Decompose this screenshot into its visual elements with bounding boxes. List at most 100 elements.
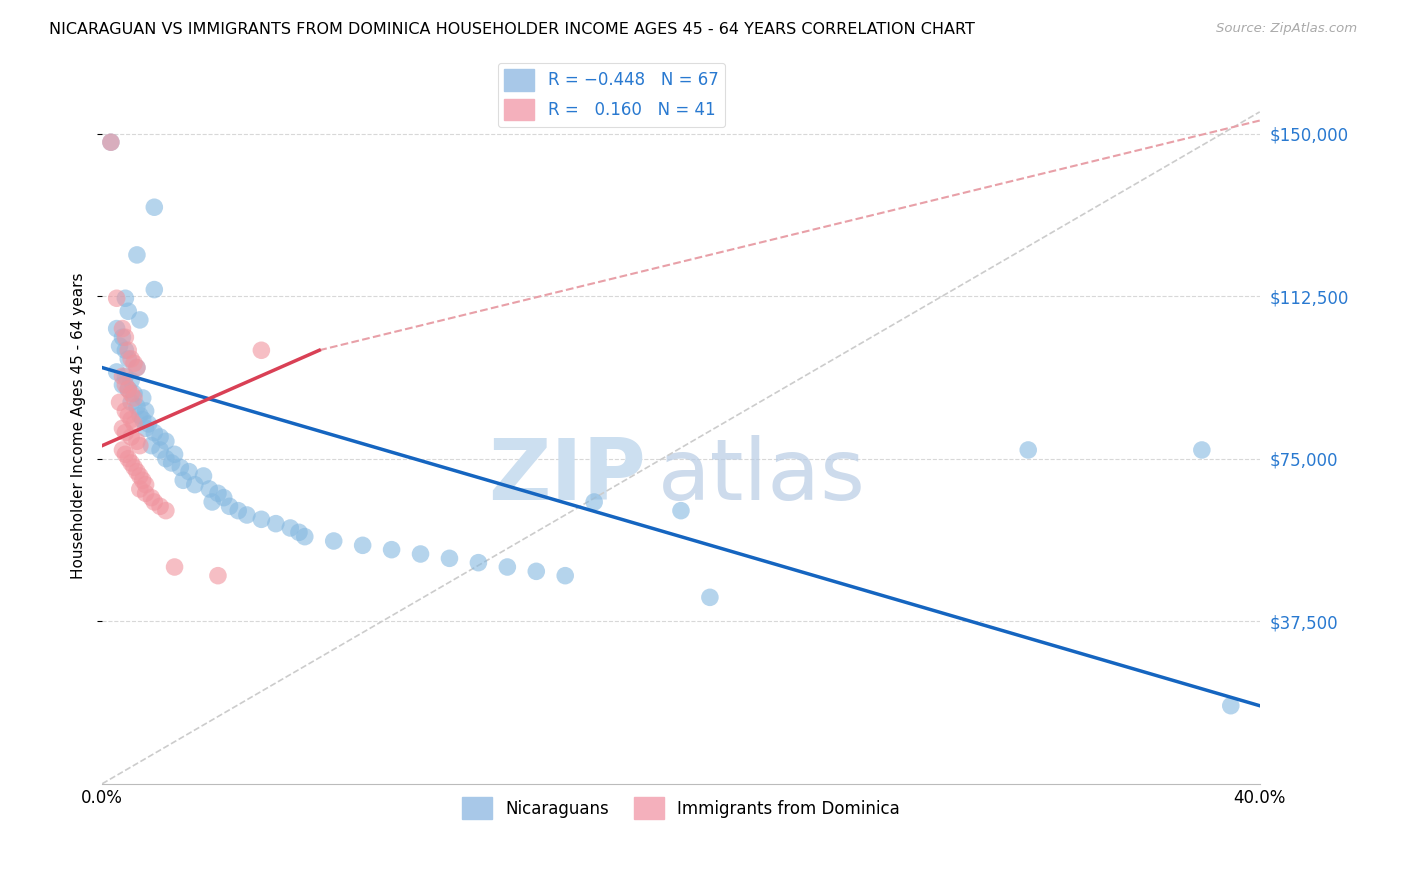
Point [120, 430, 142, 444]
Point [1219, 698, 1241, 713]
Point [122, 386, 145, 401]
Point [149, 442, 172, 457]
Point [111, 369, 134, 384]
Point [163, 560, 186, 574]
Point [111, 442, 134, 457]
Point [143, 425, 166, 440]
Point [111, 321, 134, 335]
Point [160, 456, 183, 470]
Point [207, 486, 229, 500]
Point [132, 412, 155, 426]
Point [125, 465, 148, 479]
Point [100, 135, 122, 149]
Point [117, 304, 139, 318]
Point [120, 412, 142, 426]
Point [114, 369, 136, 384]
Point [143, 283, 166, 297]
Point [669, 503, 692, 517]
Point [294, 530, 316, 544]
Point [198, 482, 221, 496]
Point [1017, 442, 1039, 457]
Point [117, 343, 139, 358]
Point [120, 395, 142, 409]
Point [114, 404, 136, 418]
Point [554, 568, 576, 582]
Point [122, 356, 145, 370]
Point [105, 321, 128, 335]
Point [120, 374, 142, 388]
Point [117, 382, 139, 396]
Text: NICARAGUAN VS IMMIGRANTS FROM DOMINICA HOUSEHOLDER INCOME AGES 45 - 64 YEARS COR: NICARAGUAN VS IMMIGRANTS FROM DOMINICA H… [49, 22, 976, 37]
Point [184, 477, 207, 491]
Point [111, 378, 134, 392]
Point [409, 547, 432, 561]
Point [143, 200, 166, 214]
Point [120, 351, 142, 366]
Point [114, 447, 136, 461]
Point [132, 473, 155, 487]
Point [117, 409, 139, 423]
Point [169, 460, 191, 475]
Point [122, 460, 145, 475]
Point [193, 469, 215, 483]
Point [125, 434, 148, 449]
Point [114, 291, 136, 305]
Point [381, 542, 404, 557]
Point [114, 330, 136, 344]
Point [149, 500, 172, 514]
Point [125, 360, 148, 375]
Point [122, 391, 145, 405]
Point [496, 560, 519, 574]
Point [177, 465, 200, 479]
Point [135, 477, 157, 491]
Point [128, 313, 150, 327]
Point [212, 491, 235, 505]
Point [250, 343, 273, 358]
Point [117, 351, 139, 366]
Point [149, 430, 172, 444]
Point [226, 503, 249, 517]
Point [135, 486, 157, 500]
Point [114, 425, 136, 440]
Point [128, 439, 150, 453]
Point [138, 417, 160, 431]
Point [583, 495, 606, 509]
Point [125, 360, 148, 375]
Point [108, 395, 131, 409]
Point [117, 451, 139, 466]
Text: ZIP: ZIP [488, 434, 647, 517]
Point [467, 556, 489, 570]
Point [141, 439, 163, 453]
Point [135, 421, 157, 435]
Point [163, 447, 186, 461]
Point [105, 365, 128, 379]
Point [111, 330, 134, 344]
Point [201, 495, 224, 509]
Point [1191, 442, 1213, 457]
Text: atlas: atlas [658, 434, 866, 517]
Point [439, 551, 461, 566]
Point [352, 538, 374, 552]
Point [114, 343, 136, 358]
Point [172, 473, 194, 487]
Point [322, 533, 344, 548]
Point [288, 525, 311, 540]
Point [141, 491, 163, 505]
Point [135, 404, 157, 418]
Point [128, 469, 150, 483]
Point [111, 421, 134, 435]
Point [155, 451, 177, 466]
Legend: Nicaraguans, Immigrants from Dominica: Nicaraguans, Immigrants from Dominica [456, 790, 907, 825]
Point [105, 291, 128, 305]
Point [125, 248, 148, 262]
Point [155, 434, 177, 449]
Point [108, 339, 131, 353]
Point [128, 409, 150, 423]
Point [207, 568, 229, 582]
Point [143, 495, 166, 509]
Point [100, 135, 122, 149]
Point [114, 378, 136, 392]
Point [699, 591, 721, 605]
Point [117, 382, 139, 396]
Point [125, 400, 148, 414]
